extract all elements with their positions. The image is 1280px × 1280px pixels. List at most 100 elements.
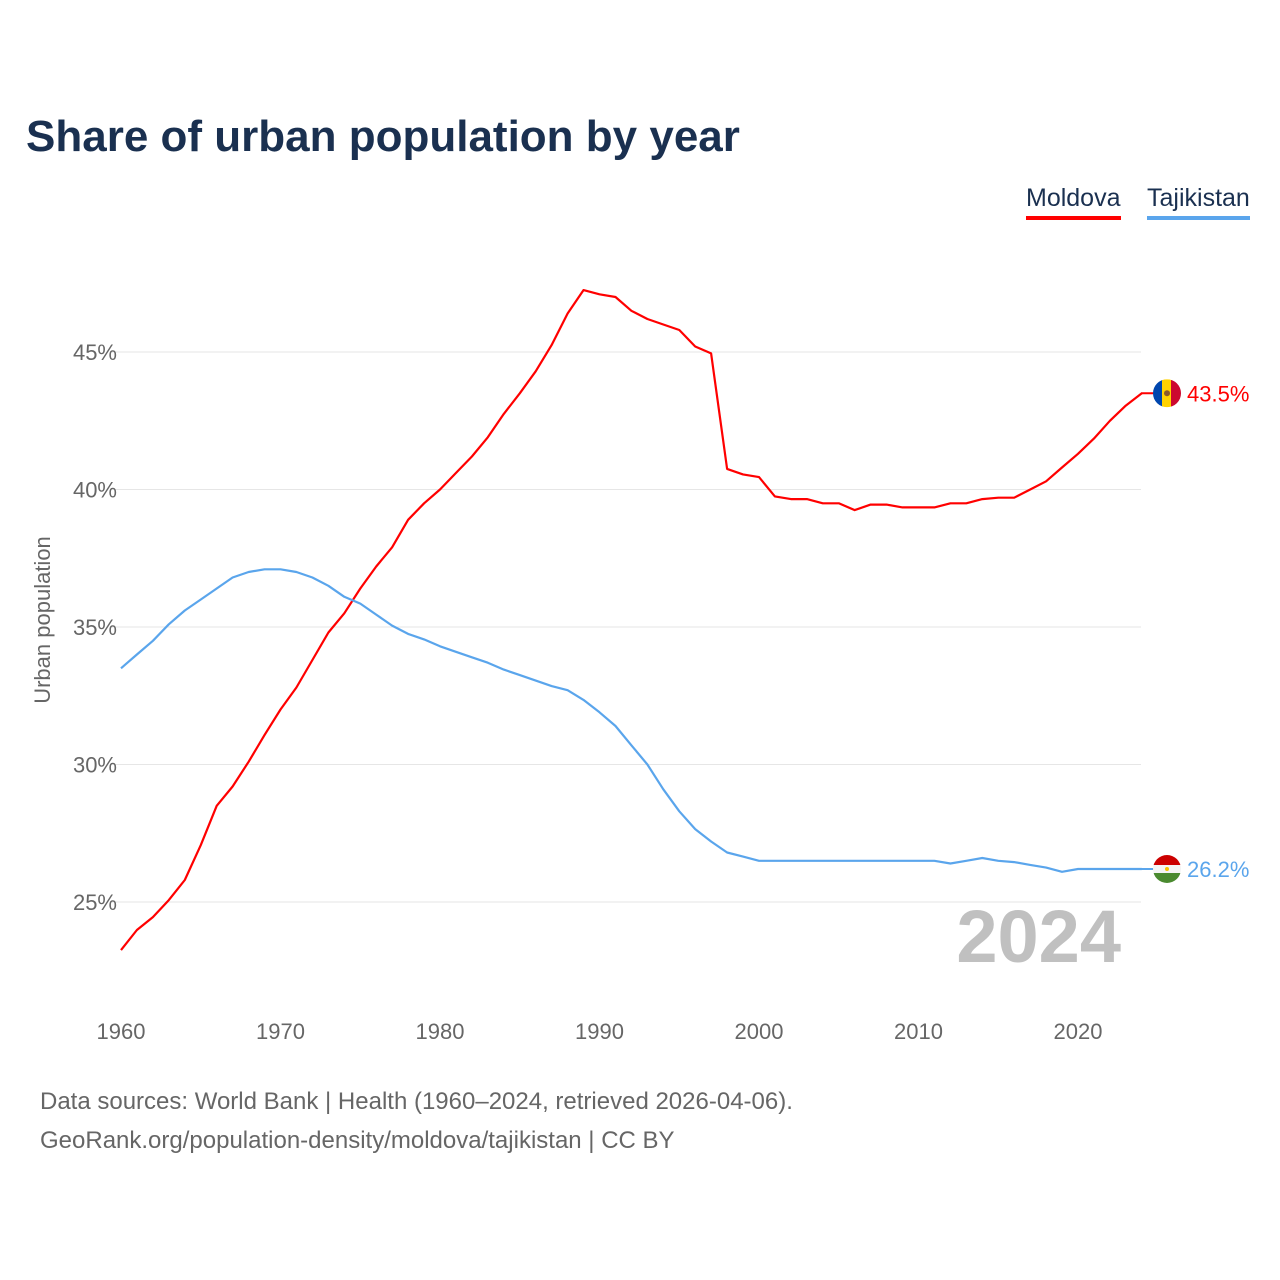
- data-point-moldova: [804, 496, 810, 502]
- x-tick-label: 2010: [894, 1019, 943, 1044]
- data-point-tajikistan: [485, 660, 491, 666]
- data-point-moldova: [182, 877, 188, 883]
- data-point-moldova: [405, 517, 411, 523]
- data-point-moldova: [692, 344, 698, 350]
- legend-moldova[interactable]: Moldova: [1026, 184, 1121, 220]
- data-point-moldova: [644, 316, 650, 322]
- data-point-tajikistan: [118, 665, 124, 671]
- data-point-moldova: [708, 350, 714, 356]
- x-tick-label: 1970: [256, 1019, 305, 1044]
- data-point-moldova: [868, 502, 874, 508]
- data-point-tajikistan: [517, 672, 523, 678]
- data-point-moldova: [485, 434, 491, 440]
- data-point-moldova: [947, 500, 953, 506]
- data-point-moldova: [198, 842, 204, 848]
- data-point-moldova: [389, 544, 395, 550]
- footer-sources: Data sources: World Bank | Health (1960–…: [40, 1088, 793, 1115]
- data-point-tajikistan: [597, 709, 603, 715]
- data-point-tajikistan: [692, 826, 698, 832]
- data-point-moldova: [309, 657, 315, 663]
- data-point-tajikistan: [820, 858, 826, 864]
- data-point-moldova: [325, 630, 331, 636]
- data-point-moldova: [836, 500, 842, 506]
- data-point-tajikistan: [979, 855, 985, 861]
- data-point-tajikistan: [549, 683, 555, 689]
- legend-tajikistan[interactable]: Tajikistan: [1147, 184, 1250, 220]
- x-tick-label: 2000: [735, 1019, 784, 1044]
- data-point-moldova: [533, 368, 539, 374]
- data-point-tajikistan: [533, 678, 539, 684]
- data-point-moldova: [900, 504, 906, 510]
- data-point-moldova: [293, 685, 299, 691]
- data-point-tajikistan: [357, 601, 363, 607]
- data-point-tajikistan: [1059, 869, 1065, 875]
- data-point-moldova: [884, 502, 890, 508]
- data-point-tajikistan: [804, 858, 810, 864]
- data-point-tajikistan: [916, 858, 922, 864]
- data-point-moldova: [772, 493, 778, 499]
- data-point-tajikistan: [581, 697, 587, 703]
- end-label-moldova: 43.5%: [1187, 381, 1249, 406]
- data-point-moldova: [150, 914, 156, 920]
- data-point-moldova: [421, 500, 427, 506]
- data-point-moldova: [565, 311, 571, 317]
- data-point-tajikistan: [389, 623, 395, 629]
- y-tick-label: 45%: [73, 340, 117, 365]
- data-point-tajikistan: [373, 612, 379, 618]
- data-point-tajikistan: [134, 652, 140, 658]
- data-point-moldova: [740, 471, 746, 477]
- data-point-tajikistan: [150, 638, 156, 644]
- data-point-moldova: [931, 504, 937, 510]
- data-point-tajikistan: [1107, 866, 1113, 872]
- data-point-moldova: [118, 947, 124, 953]
- data-point-tajikistan: [708, 839, 714, 845]
- data-point-tajikistan: [1027, 862, 1033, 868]
- data-point-moldova: [788, 496, 794, 502]
- data-point-tajikistan: [852, 858, 858, 864]
- data-point-moldova: [724, 466, 730, 472]
- data-point-tajikistan: [278, 566, 284, 572]
- data-point-moldova: [357, 586, 363, 592]
- data-point-moldova: [1027, 487, 1033, 493]
- data-point-moldova: [501, 411, 507, 417]
- y-tick-label: 30%: [73, 753, 117, 778]
- data-point-tajikistan: [724, 850, 730, 856]
- data-point-tajikistan: [612, 723, 618, 729]
- data-point-tajikistan: [501, 667, 507, 673]
- data-point-tajikistan: [230, 575, 236, 581]
- x-tick-label: 1990: [575, 1019, 624, 1044]
- data-point-tajikistan: [341, 594, 347, 600]
- data-point-tajikistan: [644, 762, 650, 768]
- data-point-moldova: [979, 496, 985, 502]
- data-point-tajikistan: [947, 861, 953, 867]
- y-tick-label: 40%: [73, 478, 117, 503]
- data-point-moldova: [852, 507, 858, 513]
- x-tick-label: 1960: [97, 1019, 146, 1044]
- data-point-tajikistan: [868, 858, 874, 864]
- data-point-tajikistan: [1139, 866, 1145, 872]
- y-tick-label: 35%: [73, 615, 117, 640]
- data-point-moldova: [916, 504, 922, 510]
- data-point-tajikistan: [309, 575, 315, 581]
- data-point-moldova: [373, 564, 379, 570]
- data-point-moldova: [1139, 390, 1145, 396]
- data-point-moldova: [1123, 403, 1129, 409]
- end-label-tajikistan: 26.2%: [1187, 857, 1249, 882]
- data-point-moldova: [469, 454, 475, 460]
- data-point-moldova: [597, 291, 603, 297]
- chart-title: Share of urban population by year: [26, 112, 740, 161]
- data-point-moldova: [549, 342, 555, 348]
- year-watermark: 2024: [956, 895, 1121, 978]
- tajikistan-flag-icon: [1153, 855, 1181, 883]
- x-tick-label: 2020: [1054, 1019, 1103, 1044]
- series-line-moldova: [120, 289, 1143, 951]
- data-point-tajikistan: [262, 566, 268, 572]
- data-point-tajikistan: [660, 786, 666, 792]
- data-point-moldova: [820, 500, 826, 506]
- footer-link[interactable]: GeoRank.org/population-density/moldova/t…: [40, 1127, 675, 1154]
- data-point-tajikistan: [1043, 865, 1049, 871]
- y-axis-label: Urban population: [30, 536, 55, 704]
- data-point-tajikistan: [628, 742, 634, 748]
- data-point-moldova: [134, 927, 140, 933]
